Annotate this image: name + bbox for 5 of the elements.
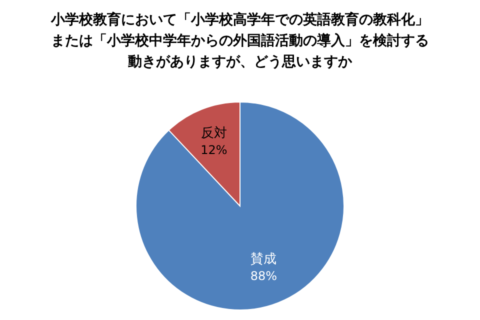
slice-label: 反対 [200,125,227,142]
data-label: 12% [200,143,228,158]
chart-title: 小学校教育において「小学校高学年での英語教育の教科化」または「小学校中学年からの外国語活動の導入」を検討する動きがありますが、どう思いますか [50,11,429,70]
slice-label: 賛成 [250,252,277,267]
data-label: 88% [250,268,278,283]
